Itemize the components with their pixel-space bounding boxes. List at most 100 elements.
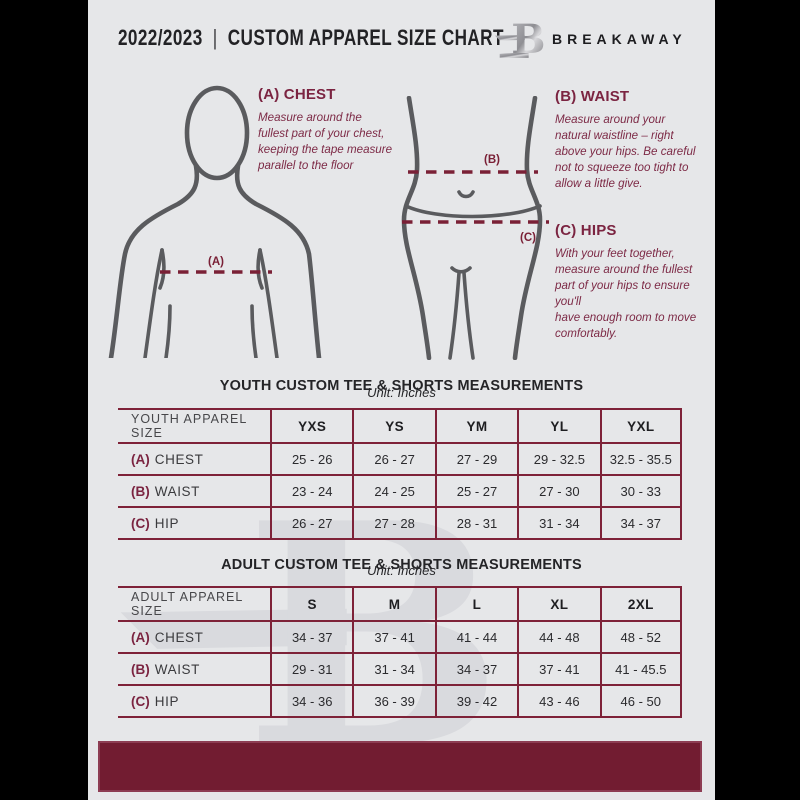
header-divider: | (212, 25, 218, 50)
youth-chest-yxl: 32.5 - 35.5 (599, 444, 682, 476)
youth-col-yxs: YXS (270, 410, 353, 444)
waist-instruction: (B) WAIST Measure around your natural wa… (555, 88, 699, 192)
adult-waist-m: 31 - 34 (352, 654, 435, 686)
adult-hip-s: 34 - 36 (270, 686, 353, 718)
youth-hip-ys: 27 - 28 (352, 508, 435, 540)
youth-table-title: YOUTH CUSTOM TEE & SHORTS MEASUREMENTS (219, 378, 584, 395)
right-side-outline (512, 96, 543, 360)
right-inner-leg (462, 271, 475, 360)
youth-row-waist-label: (B) WAIST (118, 476, 270, 508)
adult-chest-s: 34 - 37 (270, 622, 353, 654)
adult-hip-text: HIP (154, 693, 180, 709)
adult-waist-2xl: 41 - 45.5 (599, 654, 682, 686)
adult-hip-l: 39 - 42 (434, 686, 518, 718)
youth-row-hip-label: (C) HIP (118, 508, 270, 540)
page-title: CUSTOM APPAREL SIZE CHART (227, 25, 504, 50)
youth-col-ys: YS (352, 410, 435, 444)
youth-hip-yxs: 26 - 27 (270, 508, 353, 540)
adult-size-table: ADULT APPAREL SIZE S M L XL 2XL (A) CHES… (118, 586, 682, 718)
left-side-outline (401, 96, 432, 360)
adult-col-l: L (434, 588, 518, 622)
adult-col-m: M (352, 588, 435, 622)
header: 2022/2023 | CUSTOM APPAREL SIZE CHART B (88, 0, 715, 72)
adult-row-waist-label: (B) WAIST (118, 654, 270, 686)
youth-hip-text: HIP (154, 515, 180, 531)
waist-instruction-title: (B) WAIST (555, 88, 630, 105)
youth-chest-ym: 27 - 29 (434, 444, 518, 476)
youth-waist-yl: 27 - 30 (517, 476, 600, 508)
youth-waist-yxl: 30 - 33 (599, 476, 682, 508)
size-chart-page: B 2022/2023 | CUSTOM APPAREL SIZE CHART (88, 0, 715, 800)
youth-col-yxl: YXL (599, 410, 682, 444)
youth-chest-yl: 29 - 32.5 (517, 444, 600, 476)
page-headline: 2022/2023 | CUSTOM APPAREL SIZE CHART (118, 25, 504, 51)
chest-instruction: (A) CHEST Measure around the fullest par… (258, 86, 394, 174)
left-arm-gap (164, 304, 172, 358)
head-outline (184, 85, 250, 181)
left-shoulder-arm (108, 163, 200, 358)
left-inner-arm (143, 248, 164, 358)
adult-chest-text: CHEST (154, 629, 204, 645)
left-inner-leg (448, 271, 461, 360)
right-inner-arm (258, 248, 279, 358)
youth-chest-marker: (A) (131, 451, 150, 467)
hip-band-line (404, 204, 542, 219)
youth-size-table: YOUTH APPAREL SIZE YXS YS YM YL YXL (A) … (118, 408, 682, 540)
youth-col-yl: YL (517, 410, 600, 444)
hips-instruction-title: (C) HIPS (555, 222, 617, 239)
youth-hip-marker: (C) (131, 515, 150, 531)
chest-instruction-body: Measure around the fullest part of your … (258, 111, 393, 172)
adult-waist-l: 34 - 37 (434, 654, 518, 686)
youth-row-chest-label: (A) CHEST (118, 444, 270, 476)
adult-chest-2xl: 48 - 52 (599, 622, 682, 654)
adult-chest-xl: 44 - 48 (517, 622, 600, 654)
youth-chest-ys: 26 - 27 (352, 444, 435, 476)
adult-chest-m: 37 - 41 (352, 622, 435, 654)
adult-table-unit: Unit: Inches (367, 563, 436, 578)
adult-waist-text: WAIST (154, 661, 200, 677)
adult-waist-marker: (B) (131, 661, 150, 677)
youth-hip-yl: 31 - 34 (517, 508, 600, 540)
youth-col-ym: YM (434, 410, 518, 444)
navel-line (457, 190, 475, 199)
chest-instruction-title: (A) CHEST (258, 86, 336, 103)
crotch-line (450, 266, 472, 274)
hips-instruction-body: With your feet together, measure around … (555, 247, 697, 340)
torso-figure: (A) (108, 85, 322, 358)
hips-marker: (C) (520, 232, 536, 244)
adult-col-2xl: 2XL (599, 588, 682, 622)
youth-hip-ym: 28 - 31 (434, 508, 518, 540)
youth-waist-marker: (B) (131, 483, 150, 499)
right-arm-gap (250, 304, 258, 358)
youth-waist-ys: 24 - 25 (352, 476, 435, 508)
adult-hip-xl: 43 - 46 (517, 686, 600, 718)
adult-chest-marker: (A) (131, 629, 150, 645)
adult-waist-s: 29 - 31 (270, 654, 353, 686)
waist-marker: (B) (484, 154, 500, 166)
adult-waist-xl: 37 - 41 (517, 654, 600, 686)
right-shoulder-arm (234, 163, 322, 358)
youth-waist-text: WAIST (154, 483, 200, 499)
adult-row-hip-label: (C) HIP (118, 686, 270, 718)
youth-table-unit: Unit: Inches (367, 385, 436, 400)
footer-bar (98, 741, 702, 792)
adult-chest-l: 41 - 44 (434, 622, 518, 654)
breakaway-logo-icon: B (494, 15, 546, 61)
youth-chest-yxs: 25 - 26 (270, 444, 353, 476)
brand-name: BREAKAWAY (552, 31, 687, 47)
adult-corner-label: ADULT APPAREL SIZE (118, 588, 270, 622)
adult-row-chest-label: (A) CHEST (118, 622, 270, 654)
adult-table-title: ADULT CUSTOM TEE & SHORTS MEASUREMENTS (221, 557, 582, 574)
youth-chest-text: CHEST (154, 451, 204, 467)
lower-body-figure: (B) (C) (401, 96, 549, 360)
adult-col-s: S (270, 588, 353, 622)
chest-marker: (A) (208, 256, 224, 268)
adult-col-xl: XL (517, 588, 600, 622)
adult-hip-marker: (C) (131, 693, 150, 709)
season-label: 2022/2023 (118, 25, 203, 50)
youth-waist-yxs: 23 - 24 (270, 476, 353, 508)
hips-instruction: (C) HIPS With your feet together, measur… (555, 222, 701, 342)
adult-hip-2xl: 46 - 50 (599, 686, 682, 718)
logo-letter: B (511, 15, 545, 61)
